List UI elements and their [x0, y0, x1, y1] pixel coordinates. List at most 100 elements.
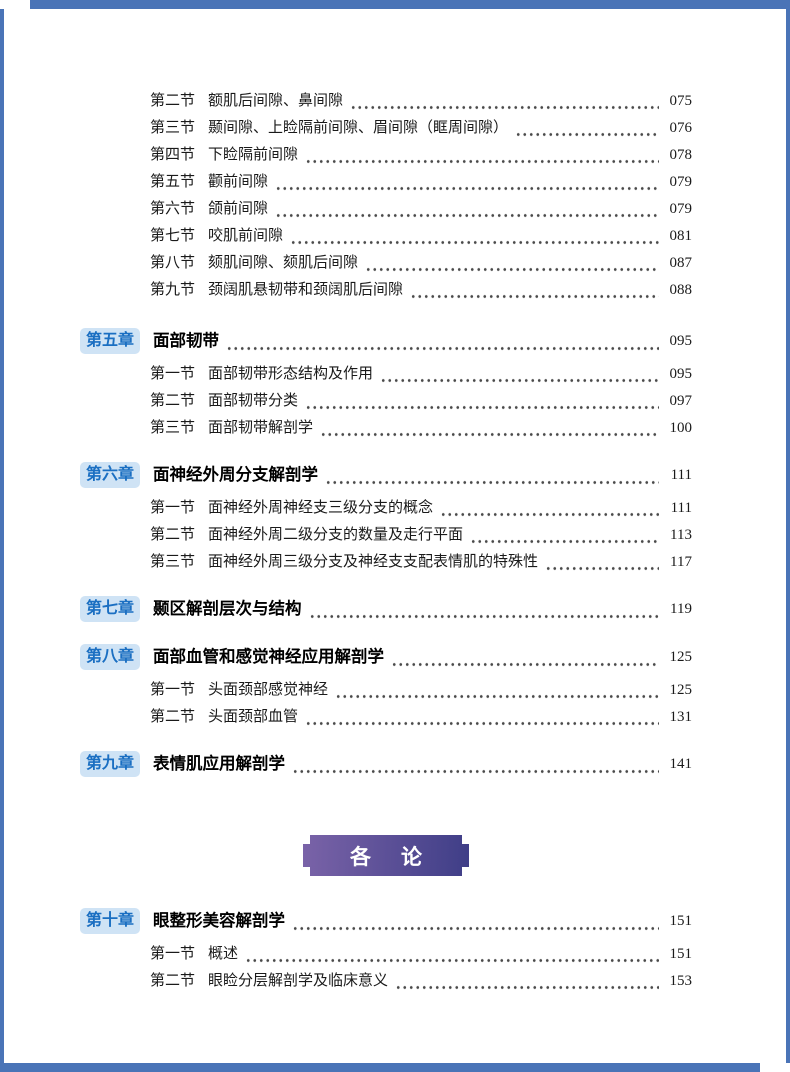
section-title: 颞间隙、上睑隔前间隙、眉间隙（眶周间隙）: [208, 120, 509, 136]
dot-leader: [275, 169, 659, 196]
section-number: 第一节: [150, 500, 196, 516]
chapter-block: 第八章 面部血管和感觉神经应用解剖学 125 第一节 头面颈部感觉神经 125 …: [80, 642, 692, 731]
dot-leader: [305, 388, 659, 415]
dot-leader: [245, 941, 659, 968]
section-title: 颈阔肌悬韧带和颈阔肌后间隙: [208, 282, 404, 298]
toc-content: 第二节 额肌后间隙、鼻间隙 075 第三节 颞间隙、上睑隔前间隙、眉间隙（眶周间…: [80, 0, 692, 995]
page-number: 088: [669, 282, 693, 298]
page-number: 087: [669, 255, 693, 271]
page-number: 100: [669, 420, 693, 436]
section-number: 第一节: [150, 682, 196, 698]
toc-section-row: 第三节 面神经外周三级分支及神经支支配表情肌的特殊性 117: [80, 549, 692, 576]
section-title: 头面颈部感觉神经: [208, 682, 329, 698]
page-number: 153: [669, 973, 693, 989]
toc-section-row: 第一节 头面颈部感觉神经 125: [80, 677, 692, 704]
part-banner-char: 各: [350, 845, 371, 869]
section-title: 面部韧带分类: [208, 393, 299, 409]
chapter-badge: 第五章: [80, 328, 141, 354]
toc-section-row: 第二节 面部韧带分类 097: [80, 388, 692, 415]
section-title: 面部韧带形态结构及作用: [208, 366, 374, 382]
section-number: 第三节: [150, 420, 196, 436]
page-number: 151: [669, 946, 693, 962]
dot-leader: [470, 522, 659, 549]
toc-section-row: 第九节 颈阔肌悬韧带和颈阔肌后间隙 088: [80, 277, 692, 304]
page-number: 097: [669, 393, 693, 409]
dot-leader: [391, 642, 659, 672]
dot-leader: [335, 677, 659, 704]
page-number: 125: [669, 682, 693, 698]
section-number: 第一节: [150, 946, 196, 962]
page-number: 076: [669, 120, 693, 136]
chapter-block: 第六章 面神经外周分支解剖学 111 第一节 面神经外周神经支三级分支的概念 1…: [80, 460, 692, 576]
section-title: 咬肌前间隙: [208, 228, 284, 244]
section-title: 颏肌间隙、颏肌后间隙: [208, 255, 359, 271]
toc-chapter-row: 第六章 面神经外周分支解剖学 111: [80, 460, 692, 490]
toc-chapter-row: 第七章 颞区解剖层次与结构 119: [80, 594, 692, 624]
toc-section-row: 第一节 概述 151: [80, 941, 692, 968]
toc-section-row: 第一节 面神经外周神经支三级分支的概念 111: [80, 495, 692, 522]
dot-leader: [365, 250, 659, 277]
toc-section-row: 第七节 咬肌前间隙 081: [80, 223, 692, 250]
toc-chapter-row: 第八章 面部血管和感觉神经应用解剖学 125: [80, 642, 692, 672]
dot-leader: [545, 549, 659, 576]
chapter-title: 眼整形美容解剖学: [153, 912, 286, 930]
section-number: 第二节: [150, 93, 196, 109]
section-number: 第三节: [150, 554, 196, 570]
chapter-title: 面部韧带: [153, 332, 220, 350]
section-number: 第八节: [150, 255, 196, 271]
dot-leader: [515, 115, 659, 142]
page-number: 079: [669, 201, 693, 217]
part-banner: 各 论: [303, 835, 469, 876]
toc-section-row: 第三节 面部韧带解剖学 100: [80, 415, 692, 442]
page-number: 111: [670, 500, 692, 516]
chapter-title: 表情肌应用解剖学: [153, 755, 286, 773]
chapter-title: 面神经外周分支解剖学: [153, 466, 319, 484]
dot-leader: [226, 326, 659, 356]
page-number: 151: [669, 913, 693, 929]
dot-leader: [320, 415, 659, 442]
section-title: 面神经外周神经支三级分支的概念: [208, 500, 434, 516]
section-title: 面部韧带解剖学: [208, 420, 314, 436]
section-title: 下睑隔前间隙: [208, 147, 299, 163]
dot-leader: [290, 223, 659, 250]
dot-leader: [410, 277, 659, 304]
chapter-block: 第五章 面部韧带 095 第一节 面部韧带形态结构及作用 095 第二节 面部韧…: [80, 326, 692, 442]
page-border-top: [30, 0, 790, 9]
section-number: 第三节: [150, 120, 196, 136]
toc-section-row: 第五节 颧前间隙 079: [80, 169, 692, 196]
chapter-title: 颞区解剖层次与结构: [153, 600, 302, 618]
page-number: 113: [670, 527, 692, 543]
section-title: 颌前间隙: [208, 201, 269, 217]
dot-leader: [292, 749, 659, 779]
chapter-title: 面部血管和感觉神经应用解剖学: [153, 648, 385, 666]
toc-section-row: 第八节 颏肌间隙、颏肌后间隙 087: [80, 250, 692, 277]
section-number: 第二节: [150, 709, 196, 725]
section-title: 眼睑分层解剖学及临床意义: [208, 973, 389, 989]
section-number: 第一节: [150, 366, 196, 382]
leading-section-group: 第二节 额肌后间隙、鼻间隙 075 第三节 颞间隙、上睑隔前间隙、眉间隙（眶周间…: [80, 88, 692, 304]
toc-chapter-row: 第九章 表情肌应用解剖学 141: [80, 749, 692, 779]
toc-section-row: 第二节 面神经外周二级分支的数量及走行平面 113: [80, 522, 692, 549]
toc-section-row: 第六节 颌前间隙 079: [80, 196, 692, 223]
chapter-sections: 第一节 头面颈部感觉神经 125 第二节 头面颈部血管 131: [80, 677, 692, 731]
toc-section-row: 第四节 下睑隔前间隙 078: [80, 142, 692, 169]
chapter-badge: 第十章: [80, 908, 141, 934]
section-title: 头面颈部血管: [208, 709, 299, 725]
toc-chapter-row: 第五章 面部韧带 095: [80, 326, 692, 356]
section-number: 第二节: [150, 393, 196, 409]
dot-leader: [325, 460, 659, 490]
part-banner-char: 论: [401, 845, 422, 869]
page-number: 079: [669, 174, 693, 190]
toc-section-row: 第三节 颞间隙、上睑隔前间隙、眉间隙（眶周间隙） 076: [80, 115, 692, 142]
dot-leader: [292, 906, 659, 936]
section-number: 第七节: [150, 228, 196, 244]
dot-leader: [305, 142, 659, 169]
dot-leader: [395, 968, 659, 995]
chapter-sections: 第一节 面部韧带形态结构及作用 095 第二节 面部韧带分类 097 第三节 面…: [80, 361, 692, 442]
toc-chapter-row: 第十章 眼整形美容解剖学 151: [80, 906, 692, 936]
chapter-sections: 第一节 面神经外周神经支三级分支的概念 111 第二节 面神经外周二级分支的数量…: [80, 495, 692, 576]
part-banner-wrap: 各 论: [80, 835, 692, 876]
chapter-badge: 第九章: [80, 751, 141, 777]
section-number: 第二节: [150, 973, 196, 989]
page-number: 119: [670, 601, 692, 617]
